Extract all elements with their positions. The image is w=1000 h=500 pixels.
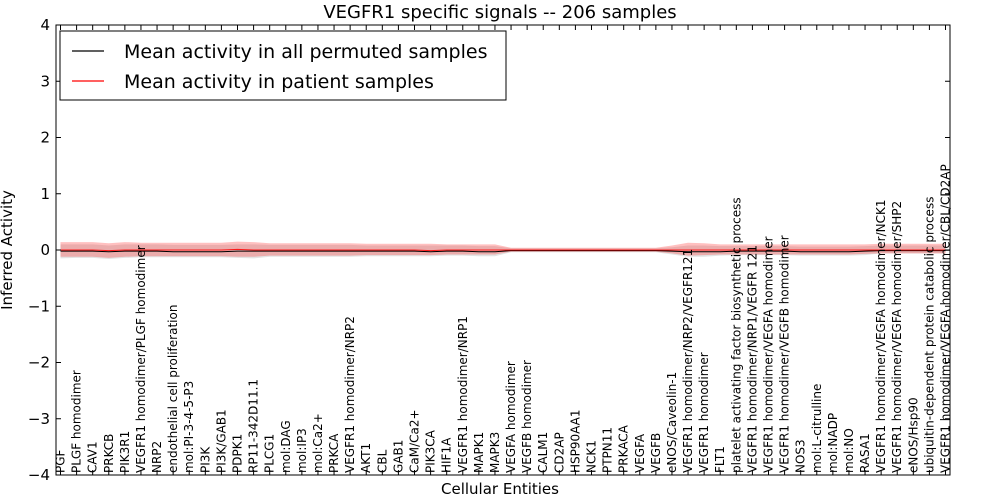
x-tick-label: MAPK1 bbox=[472, 432, 486, 473]
y-tick-label: 1 bbox=[40, 185, 50, 203]
x-tick-label: VEGFR1 homodimer/VEGFA homodimer/CBL/CD2… bbox=[939, 164, 953, 473]
legend-entry: Mean activity in all permuted samples bbox=[124, 41, 487, 63]
y-tick-label: −1 bbox=[28, 297, 50, 315]
x-tick-label: PRKCB bbox=[102, 434, 116, 473]
x-tick-label: VEGFR1 homodimer/NRP2 bbox=[343, 316, 357, 473]
y-tick-label: 4 bbox=[40, 16, 50, 34]
y-tick-label: −2 bbox=[28, 354, 50, 372]
x-tick-label: mol:NADP bbox=[826, 413, 840, 473]
legend-entry: Mean activity in patient samples bbox=[124, 71, 434, 93]
legend: Mean activity in all permuted samples Mea… bbox=[59, 30, 507, 101]
y-tick-label: 2 bbox=[40, 129, 50, 147]
x-tick-label: CALM1 bbox=[536, 432, 550, 473]
x-tick-label: mol:NO bbox=[842, 428, 856, 473]
x-tick-label: PIK3R1 bbox=[118, 431, 132, 473]
series-line-permuted bbox=[60, 250, 946, 253]
y-tick-label: −3 bbox=[28, 410, 50, 428]
x-tick-label: FLT1 bbox=[713, 446, 727, 473]
x-tick-label: mol:PI-3-4-5-P3 bbox=[182, 381, 196, 473]
x-tick-label: ubiquitin-dependent protein catabolic pr… bbox=[922, 197, 936, 473]
x-tick-label: VEGFR1 homodimer/VEGFA homodimer/SHP2 bbox=[890, 201, 904, 473]
x-tick-label: NRP2 bbox=[150, 441, 164, 473]
x-tick-label: CD2AP bbox=[552, 432, 566, 473]
x-tick-label: VEGFR1 homodimer/NRP1 bbox=[456, 316, 470, 473]
x-tick-label: PRKCA bbox=[327, 433, 341, 473]
legend-box bbox=[59, 30, 507, 101]
x-tick-label: CAV1 bbox=[86, 441, 100, 473]
x-tick-label: MAPK3 bbox=[488, 432, 502, 473]
x-tick-label: PGF bbox=[54, 449, 68, 473]
x-tick-label: HSP90AA1 bbox=[568, 409, 582, 473]
x-tick-label: mol:DAG bbox=[279, 420, 293, 473]
x-tick-label: PDPK1 bbox=[231, 434, 245, 473]
x-tick-label: PRKACA bbox=[617, 424, 631, 473]
x-tick-label: mol:Ca2+ bbox=[311, 413, 325, 473]
permuted-band bbox=[60, 244, 946, 259]
x-tick-label: VEGFB bbox=[649, 433, 663, 473]
x-tick-label: VEGFA homodimer bbox=[504, 361, 518, 473]
x-tick-label: VEGFR1 homodimer bbox=[697, 352, 711, 473]
x-tick-label: RASA1 bbox=[858, 433, 872, 473]
y-tick-label: −4 bbox=[28, 466, 50, 484]
x-tick-label: PLCG1 bbox=[263, 434, 277, 473]
y-tick-label: 0 bbox=[40, 241, 50, 259]
x-tick-label: VEGFR1 homodimer/VEGFA homodimer/NCK1 bbox=[874, 199, 888, 473]
y-axis-label: Inferred Activity bbox=[0, 190, 16, 310]
x-tick-label: VEGFR1 homodimer/VEGFB homodimer bbox=[778, 235, 792, 473]
y-tick-label: 3 bbox=[40, 72, 50, 90]
x-axis-label: Cellular Entities bbox=[441, 480, 559, 498]
x-tick-label: PTPN11 bbox=[601, 427, 615, 473]
x-tick-label: PI3K/GAB1 bbox=[214, 409, 228, 473]
series-line-patient bbox=[60, 248, 946, 252]
x-tick-label: VEGFR1 homodimer/PLGF homodimer bbox=[134, 245, 148, 473]
x-tick-label: mol:L-citrulline bbox=[810, 384, 824, 473]
x-tick-label: VEGFR1 homodimer/VEGFA homodimer bbox=[762, 236, 776, 473]
x-tick-label: RP11-342D11.1 bbox=[247, 379, 261, 473]
x-tick-label: AKT1 bbox=[359, 443, 373, 473]
x-tick-label: VEGFA bbox=[633, 433, 647, 473]
x-tick-label: mol:IP3 bbox=[295, 428, 309, 473]
x-tick-label: HIF1A bbox=[440, 437, 454, 473]
x-tick-label: CBL bbox=[375, 449, 389, 473]
x-tick-label: eNOS/Hsp90 bbox=[906, 397, 920, 473]
x-tick-label: NOS3 bbox=[794, 439, 808, 473]
x-tick-label: CaM/Ca2+ bbox=[408, 409, 422, 473]
x-tick-label: GAB1 bbox=[391, 440, 405, 473]
x-tick-label: PIK3CA bbox=[424, 429, 438, 473]
x-tick-label: PI3K bbox=[198, 446, 212, 473]
chart-title: VEGFR1 specific signals -- 206 samples bbox=[323, 2, 676, 23]
x-tick-label: NCK1 bbox=[585, 440, 599, 473]
x-tick-label: PLGF homodimer bbox=[70, 370, 84, 473]
x-tick-label: VEGFB homodimer bbox=[520, 360, 534, 473]
x-tick-label: endothelial cell proliferation bbox=[166, 305, 180, 473]
x-tick-label: VEGFR1 homodimer/NRP2/VEGFR121 bbox=[681, 249, 695, 473]
x-tick-label: eNOS/Caveolin-1 bbox=[665, 372, 679, 473]
x-tick-label: platelet activating factor biosynthetic … bbox=[729, 197, 743, 473]
x-tick-label: VEGFR1 homodimer/NRP1/VEGFR 121 bbox=[745, 245, 759, 473]
